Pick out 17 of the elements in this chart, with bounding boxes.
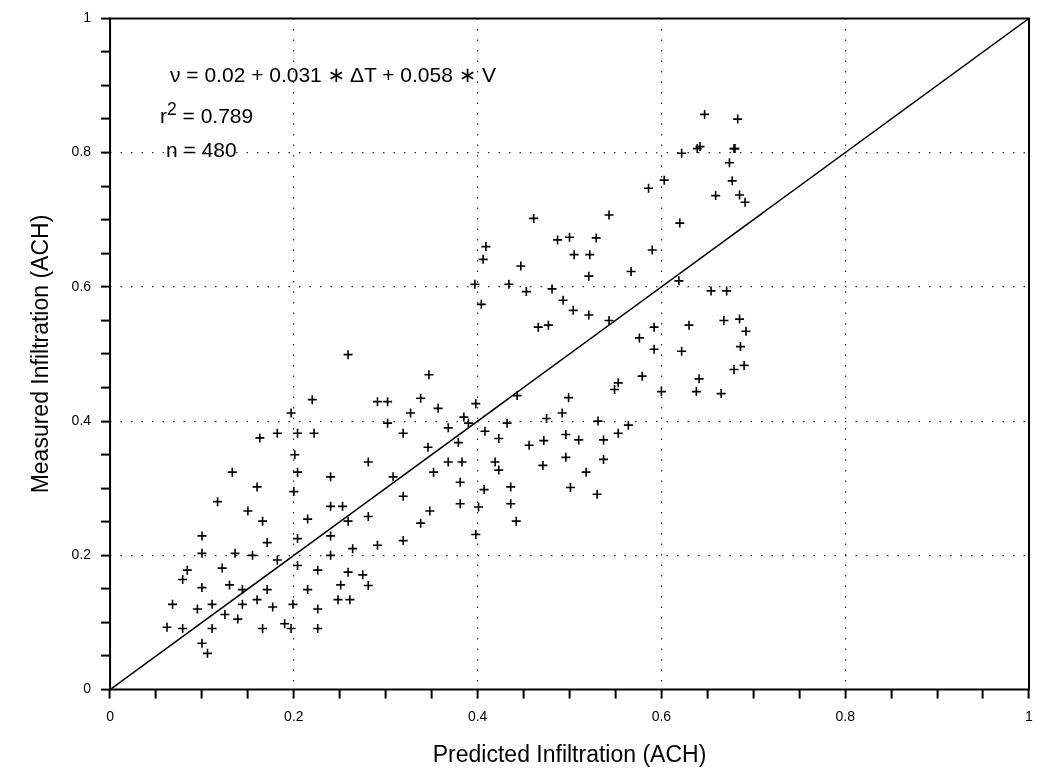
- y-tick-label: 0.8: [71, 143, 92, 160]
- x-tick-label: 0.6: [651, 707, 672, 724]
- y-tick-label: 0: [83, 680, 92, 697]
- y-axis-title: Measured Infiltration (ACH): [27, 214, 54, 494]
- annotation: ν = 0.02 + 0.031 ∗ ΔT + 0.058 ∗ V: [169, 62, 497, 88]
- x-tick-label: 0: [106, 707, 115, 724]
- x-tick-label: 0.8: [835, 707, 856, 724]
- x-tick-label: 1: [1025, 707, 1034, 724]
- x-axis-title: Predicted Infiltration (ACH): [432, 740, 707, 767]
- x-tick-label: 0.4: [467, 707, 488, 724]
- y-tick-label: 0.6: [71, 277, 92, 294]
- y-tick-label: 0.4: [71, 411, 92, 428]
- y-tick-label: 1: [83, 9, 92, 26]
- annotation: r$^{2}$ = 0.789: [160, 98, 255, 129]
- annotation: n = 480: [165, 137, 238, 163]
- x-tick-label: 0.2: [284, 707, 304, 724]
- y-tick-label: 0.2: [71, 546, 92, 563]
